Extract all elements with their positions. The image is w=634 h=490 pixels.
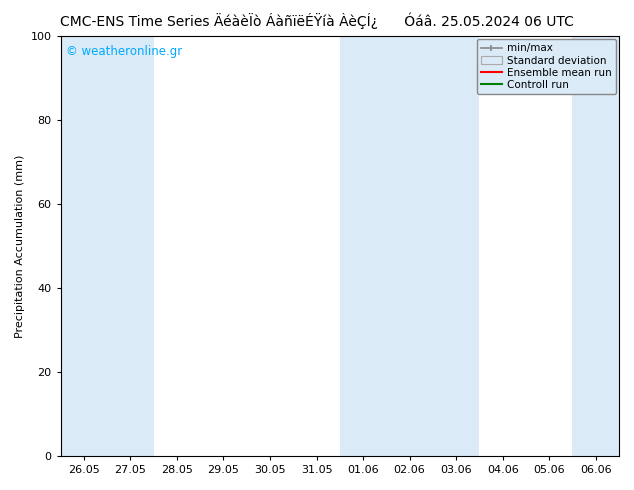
Bar [340, 36, 479, 456]
Bar [61, 36, 153, 456]
Legend: min/max, Standard deviation, Ensemble mean run, Controll run: min/max, Standard deviation, Ensemble me… [477, 39, 616, 94]
Bar [573, 36, 619, 456]
Y-axis label: Precipitation Accumulation (mm): Precipitation Accumulation (mm) [15, 154, 25, 338]
Text: CMC-ENS Time Series ÄéàèÏò ÁàñïëÉŸíà ÀèÇÍ¿      Óáâ. 25.05.2024 06 UTC: CMC-ENS Time Series ÄéàèÏò ÁàñïëÉŸíà ÀèÇ… [60, 12, 574, 29]
Text: © weatheronline.gr: © weatheronline.gr [66, 45, 183, 57]
